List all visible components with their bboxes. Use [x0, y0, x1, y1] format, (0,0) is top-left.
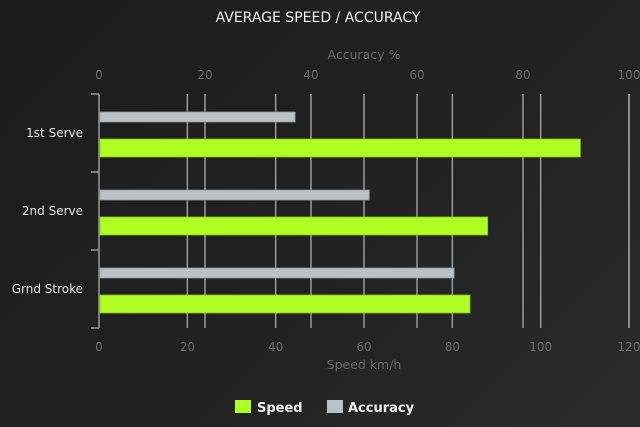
bar-accuracy[interactable]: [99, 111, 296, 123]
top-tick-label: 0: [95, 68, 103, 82]
legend-item-speed[interactable]: Speed: [235, 400, 303, 416]
bar-accuracy[interactable]: [99, 267, 455, 279]
bottom-tick-label: 0: [95, 340, 103, 354]
bottom-tick-label: 60: [356, 340, 371, 354]
category-label: 2nd Serve: [22, 204, 83, 218]
gridlines: [186, 94, 630, 328]
legend-label-accuracy: Accuracy: [348, 401, 415, 416]
bars: [99, 111, 581, 314]
bottom-tick-label: 40: [268, 340, 283, 354]
bar-accuracy[interactable]: [99, 189, 370, 201]
category-label: Grnd Stroke: [12, 282, 83, 296]
bottom-tick-label: 120: [618, 340, 640, 354]
bar-speed[interactable]: [99, 216, 489, 236]
top-tick-label: 20: [197, 68, 212, 82]
legend-item-accuracy[interactable]: Accuracy: [327, 400, 415, 416]
axes: 0 20 40 60 80 100 120 0 20 40 60 80 100 1st Serve 2nd …: [12, 68, 640, 354]
top-tick-label: 40: [303, 68, 318, 82]
legend-label-speed: Speed: [257, 401, 303, 416]
bottom-tick-label: 80: [445, 340, 460, 354]
legend: Speed Accuracy: [235, 400, 415, 416]
legend-swatch-speed: [235, 400, 251, 413]
bottom-axis-label: Speed km/h: [327, 357, 402, 372]
bar-speed[interactable]: [99, 138, 581, 158]
top-tick-label: 60: [409, 68, 424, 82]
category-label: 1st Serve: [26, 126, 83, 140]
legend-swatch-accuracy: [327, 400, 343, 413]
bar-speed[interactable]: [99, 294, 471, 314]
top-axis-label: Accuracy %: [328, 47, 401, 62]
chart-title: AVERAGE SPEED / ACCURACY: [216, 10, 421, 26]
top-tick-label: 80: [515, 68, 530, 82]
bottom-tick-label: 100: [529, 340, 552, 354]
top-tick-label: 100: [618, 68, 640, 82]
bottom-tick-label: 20: [180, 340, 195, 354]
